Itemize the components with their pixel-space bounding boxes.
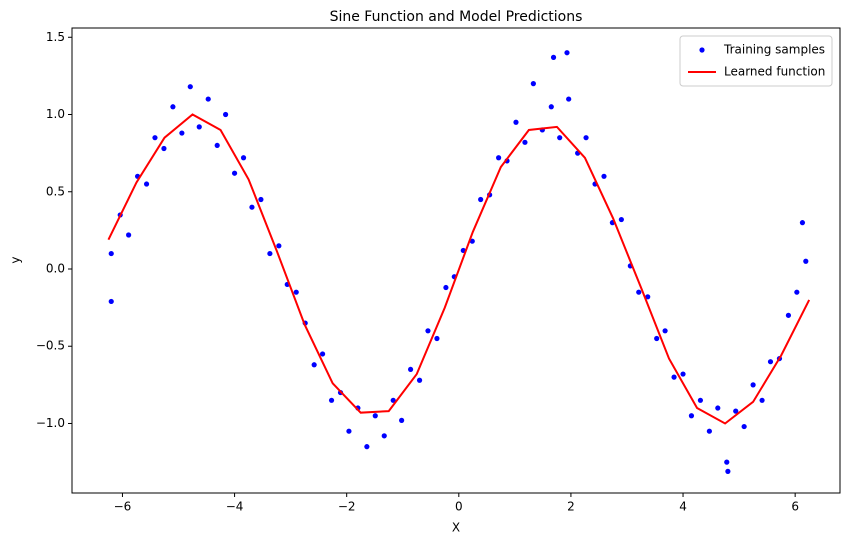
data-point xyxy=(293,289,299,295)
data-point xyxy=(478,196,484,203)
data-point xyxy=(680,371,686,377)
data-point xyxy=(276,243,282,249)
x-tick-label: −4 xyxy=(226,500,244,514)
data-point xyxy=(645,294,651,300)
data-point xyxy=(434,335,440,342)
data-point xyxy=(214,142,220,149)
data-point xyxy=(785,312,792,318)
data-point xyxy=(425,328,431,334)
data-point xyxy=(469,238,475,244)
x-tick-label: 0 xyxy=(455,500,463,514)
data-point xyxy=(161,145,167,152)
legend-label: Training samples xyxy=(723,43,825,57)
data-point xyxy=(583,135,589,141)
data-point xyxy=(803,258,809,264)
data-point xyxy=(179,130,185,136)
data-point xyxy=(767,359,774,365)
x-tick-label: −2 xyxy=(338,500,356,514)
y-tick-label: 1.0 xyxy=(46,107,65,121)
y-tick-label: 0.0 xyxy=(46,261,65,275)
data-point xyxy=(566,96,572,102)
data-point xyxy=(126,232,132,238)
data-point xyxy=(724,459,730,465)
data-point xyxy=(231,170,238,176)
legend-box xyxy=(679,35,833,87)
data-point xyxy=(741,423,747,430)
data-point xyxy=(697,397,704,403)
data-point xyxy=(170,104,176,110)
data-point xyxy=(319,351,326,357)
data-point xyxy=(530,81,536,87)
data-point xyxy=(662,328,668,334)
data-point xyxy=(654,335,660,342)
data-point xyxy=(799,220,806,226)
data-point xyxy=(249,204,255,210)
data-point xyxy=(715,405,721,411)
data-point xyxy=(143,181,150,187)
x-tick-label: −6 xyxy=(114,500,132,514)
data-point xyxy=(671,374,677,380)
x-tick-label: 4 xyxy=(679,500,687,514)
data-point xyxy=(733,408,739,414)
y-tick-label: 0.5 xyxy=(46,184,65,198)
data-point xyxy=(381,433,387,439)
y-tick-label: −1.0 xyxy=(36,416,65,430)
data-point xyxy=(108,250,114,257)
data-point xyxy=(550,54,557,60)
data-point xyxy=(328,397,335,403)
x-tick-label: 2 xyxy=(567,500,575,514)
x-tick-label: 6 xyxy=(791,500,799,514)
data-point xyxy=(688,413,695,419)
data-point xyxy=(196,124,202,130)
data-point xyxy=(205,96,211,102)
data-point xyxy=(390,397,396,403)
plot-frame xyxy=(71,27,841,494)
data-point xyxy=(152,135,158,141)
y-tick-label: 1.5 xyxy=(46,30,65,44)
data-point xyxy=(636,289,642,295)
x-axis-label: X xyxy=(452,521,460,535)
line xyxy=(107,113,811,425)
data-point xyxy=(759,397,765,403)
data-point xyxy=(258,196,264,203)
legend-swatch xyxy=(699,47,705,53)
data-point xyxy=(407,366,414,373)
y-tick-label: −0.5 xyxy=(36,339,65,353)
data-point xyxy=(601,173,607,179)
data-point xyxy=(223,111,229,118)
data-point xyxy=(372,413,378,419)
data-point xyxy=(706,428,712,434)
data-point xyxy=(416,377,423,383)
legend-label: Learned function xyxy=(724,65,825,79)
data-point xyxy=(399,417,405,423)
data-point xyxy=(794,289,800,295)
data-point xyxy=(513,119,519,125)
data-point xyxy=(557,135,563,141)
data-point xyxy=(364,444,370,450)
data-point xyxy=(522,139,528,145)
data-point xyxy=(496,155,502,161)
data-point xyxy=(240,155,247,161)
data-point xyxy=(267,250,273,257)
y-axis-label: y xyxy=(9,256,23,263)
chart-title: Sine Function and Model Predictions xyxy=(330,9,583,25)
data-point xyxy=(564,50,570,56)
data-point xyxy=(311,362,317,368)
data-point xyxy=(346,428,352,434)
data-point xyxy=(108,298,114,305)
data-point xyxy=(725,468,731,474)
data-point xyxy=(750,382,756,388)
data-point xyxy=(548,104,554,110)
data-point xyxy=(618,216,624,223)
data-point xyxy=(187,84,193,90)
data-point xyxy=(443,284,449,291)
